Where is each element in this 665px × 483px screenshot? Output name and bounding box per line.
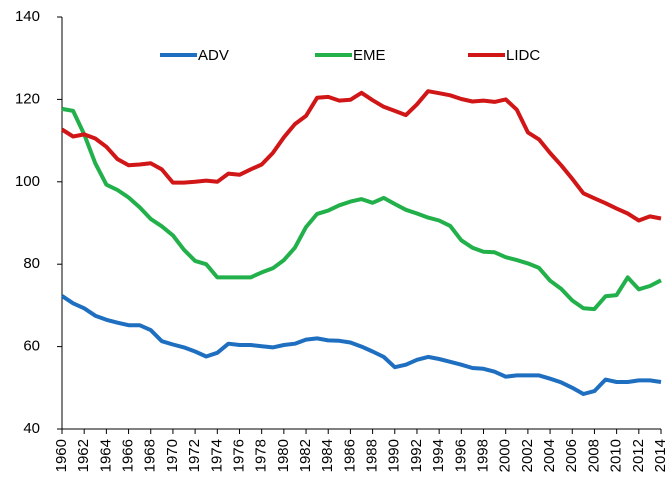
x-tick-label: 1976 xyxy=(230,439,247,472)
legend-label: EME xyxy=(353,47,386,64)
x-tick-label: 1984 xyxy=(319,439,336,472)
y-tick-label: 60 xyxy=(23,338,40,355)
x-tick-label: 1990 xyxy=(386,439,403,472)
y-tick-label: 120 xyxy=(15,90,40,107)
x-tick-label: 1970 xyxy=(164,439,181,472)
legend-label: LIDC xyxy=(506,47,540,64)
x-tick-label: 2000 xyxy=(497,439,514,472)
y-tick-label: 40 xyxy=(23,420,40,437)
series-line xyxy=(60,294,662,396)
x-tick-label: 1960 xyxy=(53,439,70,472)
x-tick-label: 1968 xyxy=(142,439,159,472)
x-tick-label: 1964 xyxy=(97,439,114,472)
x-tick-label: 1996 xyxy=(452,439,469,472)
series-line xyxy=(60,89,662,223)
x-tick-label: 1966 xyxy=(120,439,137,472)
y-tick-label: 140 xyxy=(15,8,40,25)
x-tick-label: 1978 xyxy=(253,439,270,472)
x-tick-label: 2004 xyxy=(541,439,558,472)
x-tick-label: 1988 xyxy=(364,439,381,472)
x-tick-label: 1998 xyxy=(474,439,491,472)
x-tick-label: 1982 xyxy=(297,439,314,472)
x-tick-label: 1972 xyxy=(186,439,203,472)
x-tick-label: 2010 xyxy=(608,439,625,472)
y-tick-label: 80 xyxy=(23,255,40,272)
y-tick-label: 100 xyxy=(15,173,40,190)
x-tick-label: 1992 xyxy=(408,439,425,472)
x-tick-label: 1974 xyxy=(208,439,225,472)
legend-label: ADV xyxy=(198,47,229,64)
x-tick-label: 2002 xyxy=(519,439,536,472)
series-line xyxy=(61,106,662,312)
x-tick-label: 1986 xyxy=(341,439,358,472)
x-tick-label: 2006 xyxy=(563,439,580,472)
x-tick-label: 2014 xyxy=(652,439,665,472)
x-tick-label: 2008 xyxy=(585,439,602,472)
x-tick-label: 2012 xyxy=(630,439,647,472)
x-tick-label: 1994 xyxy=(430,439,447,472)
x-tick-label: 1962 xyxy=(75,439,92,472)
x-tick-label: 1980 xyxy=(275,439,292,472)
